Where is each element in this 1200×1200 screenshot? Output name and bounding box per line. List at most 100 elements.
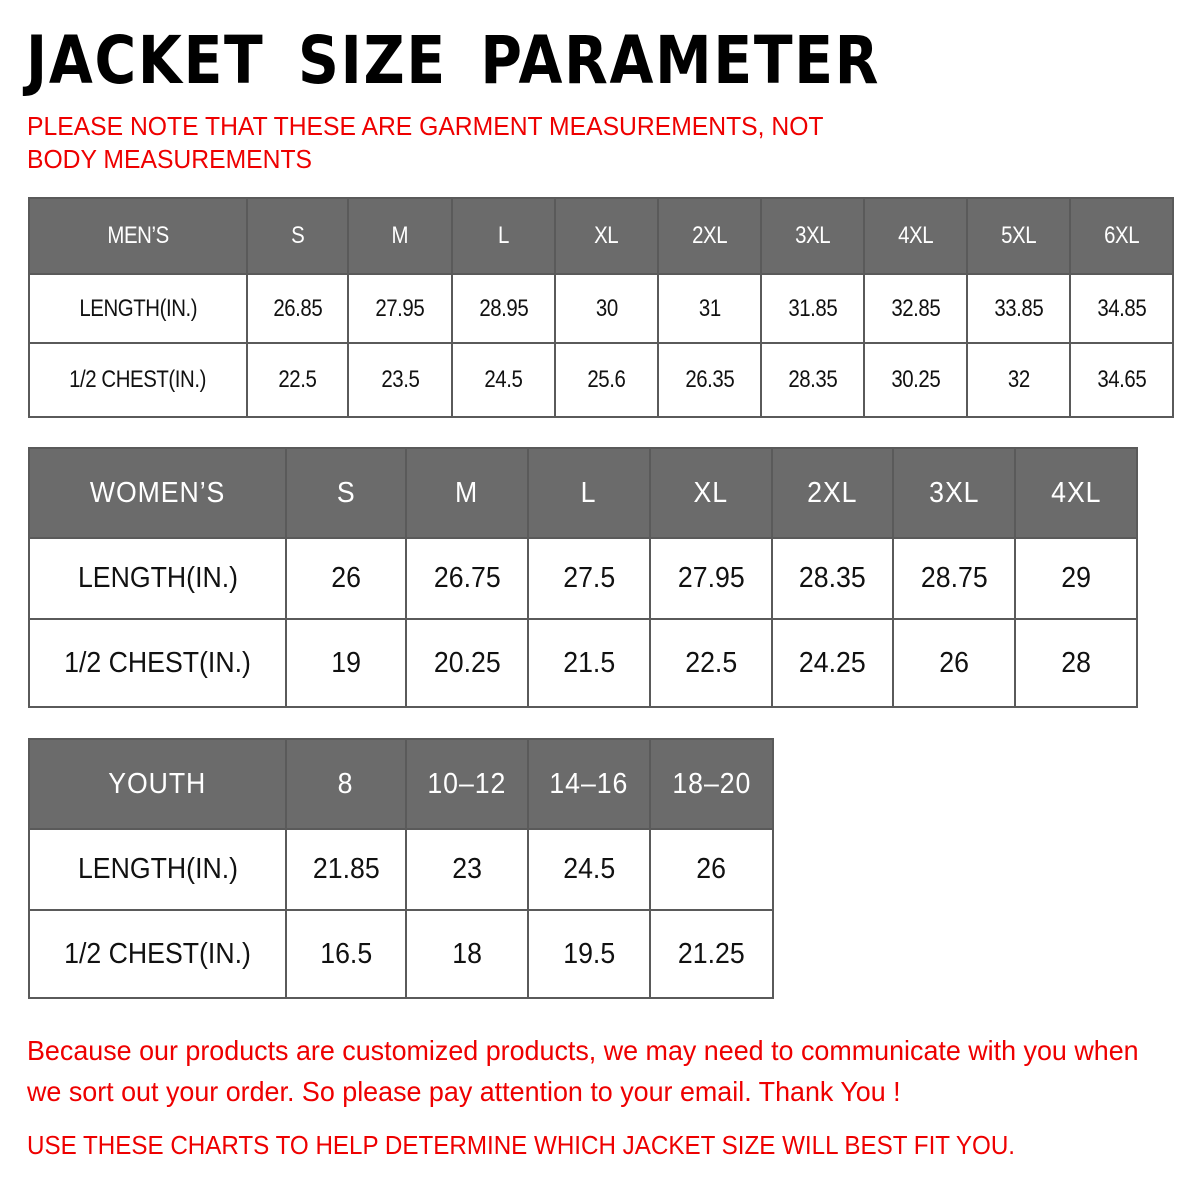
cell-text: 8: [338, 767, 354, 800]
measurement-value: 23.5: [347, 342, 453, 418]
cell-text: L: [498, 222, 509, 249]
measurement-value: 28.35: [760, 342, 865, 418]
measurement-value: 18: [405, 909, 529, 999]
cell-text: 26: [939, 646, 969, 679]
measurement-value: 21.5: [527, 618, 651, 708]
cell-text: 16.5: [320, 937, 372, 970]
size-header: XL: [649, 447, 773, 539]
table-row: LENGTH(IN.) 21.85 23 24.5 26: [28, 828, 774, 911]
measurement-value: 24.25: [771, 618, 894, 708]
measurement-value: 21.85: [285, 828, 407, 911]
measurement-value: 26: [649, 828, 774, 911]
cell-text: 26.85: [273, 294, 322, 322]
measurement-value: 28.35: [771, 537, 894, 620]
cell-text: 28.35: [799, 562, 866, 594]
measurement-value: 26.75: [405, 537, 529, 620]
measurement-value: 26: [892, 618, 1016, 708]
measurement-note: PLEASE NOTE THAT THESE ARE GARMENT MEASU…: [27, 111, 824, 174]
cell-text: 1/2 CHEST(IN.): [69, 366, 207, 393]
size-header: 6XL: [1069, 197, 1174, 275]
measurement-value: 20.25: [405, 618, 529, 708]
size-header: XL: [554, 197, 659, 275]
measurement-value: 27.95: [347, 273, 453, 344]
measurement-value: 34.65: [1069, 342, 1174, 418]
cell-text: 19: [331, 646, 361, 679]
mens-size-table: MEN’S S M L XL 2XL 3XL 4XL 5XL 6XL LENGTH(IN.) 26.8…: [28, 197, 1174, 418]
cell-text: M: [455, 476, 479, 509]
cell-text: 3XL: [928, 476, 980, 509]
measurement-value: 28.95: [451, 273, 556, 344]
cell-text: 32.85: [891, 294, 940, 322]
size-header: 3XL: [892, 447, 1016, 539]
measurement-value: 28: [1014, 618, 1138, 708]
cell-text: 2XL: [691, 222, 728, 249]
cell-text: 3XL: [794, 222, 831, 249]
measurement-label: 1/2 CHEST(IN.): [28, 909, 287, 999]
measurement-value: 24.5: [451, 342, 556, 418]
cell-text: WOMEN’S: [89, 476, 226, 509]
cell-text: 5XL: [1000, 222, 1037, 249]
table-row: 1/2 CHEST(IN.) 19 20.25 21.5 22.5 24.25 26 28: [28, 618, 1138, 708]
measurement-label: 1/2 CHEST(IN.): [28, 342, 248, 418]
measurement-value: 29: [1014, 537, 1138, 620]
cell-text: 30: [595, 294, 618, 322]
cell-text: 27.95: [375, 294, 425, 322]
measurement-value: 23: [405, 828, 529, 911]
measurement-value: 26: [285, 537, 407, 620]
size-header: S: [246, 197, 349, 275]
cell-text: 22.5: [685, 646, 737, 679]
measurement-value: 30: [554, 273, 659, 344]
cell-text: 2XL: [807, 476, 858, 509]
table-row: 1/2 CHEST(IN.) 22.5 23.5 24.5 25.6 26.35 28.35…: [28, 342, 1174, 418]
measurement-value: 16.5: [285, 909, 407, 999]
measurement-value: 24.5: [527, 828, 651, 911]
measurement-label: 1/2 CHEST(IN.): [28, 618, 287, 708]
cell-text: S: [336, 476, 356, 509]
table-header-row: MEN’S S M L XL 2XL 3XL 4XL 5XL 6XL: [28, 197, 1174, 275]
cell-text: 27.5: [563, 562, 615, 594]
cell-text: 20.25: [433, 646, 501, 679]
cell-text: M: [391, 222, 409, 249]
measurement-value: 30.25: [863, 342, 968, 418]
size-header: 14–16: [527, 738, 651, 830]
cell-text: 4XL: [1050, 476, 1102, 509]
measurement-value: 27.5: [527, 537, 651, 620]
cell-text: 28.95: [479, 294, 528, 322]
cell-text: 21.85: [312, 853, 380, 885]
cell-text: MEN’S: [107, 222, 169, 249]
cell-text: 18–20: [672, 767, 751, 800]
cell-text: 34.65: [1097, 366, 1146, 393]
cell-text: 31: [698, 294, 721, 322]
cell-text: 28: [1061, 646, 1091, 679]
measurement-label: LENGTH(IN.): [28, 537, 287, 620]
category-header: MEN’S: [28, 197, 248, 275]
measurement-value: 33.85: [966, 273, 1071, 344]
cell-text: 18: [452, 937, 482, 970]
measurement-label: LENGTH(IN.): [28, 828, 287, 911]
youth-size-table: YOUTH 8 10–12 14–16 18–20 LENGTH(IN.) 21.85 23 2…: [28, 738, 774, 999]
category-header: WOMEN’S: [28, 447, 287, 539]
fit-advice: USE THESE CHARTS TO HELP DETERMINE WHICH…: [27, 1130, 1016, 1160]
cell-text: 28.35: [788, 366, 837, 393]
measurement-value: 26.35: [657, 342, 762, 418]
customization-message: Because our products are customized prod…: [27, 1035, 1139, 1107]
cell-text: LENGTH(IN.): [77, 853, 238, 885]
measurement-value: 32.85: [863, 273, 968, 344]
size-header: 2XL: [657, 197, 762, 275]
cell-text: XL: [693, 476, 729, 509]
measurement-value: 22.5: [649, 618, 773, 708]
measurement-value: 19: [285, 618, 407, 708]
size-header: 5XL: [966, 197, 1071, 275]
cell-text: 34.85: [1097, 294, 1146, 322]
cell-text: 6XL: [1103, 222, 1140, 249]
cell-text: 21.25: [678, 937, 745, 970]
table-row: LENGTH(IN.) 26.85 27.95 28.95 30 31 31.85 32.85…: [28, 273, 1174, 344]
cell-text: 31.85: [788, 294, 837, 322]
cell-text: 1/2 CHEST(IN.): [64, 646, 251, 679]
cell-text: 21.5: [563, 646, 615, 679]
size-header: L: [527, 447, 651, 539]
size-header: 2XL: [771, 447, 894, 539]
cell-text: 1/2 CHEST(IN.): [64, 937, 251, 970]
measurement-value: 27.95: [649, 537, 773, 620]
cell-text: 30.25: [891, 366, 940, 393]
